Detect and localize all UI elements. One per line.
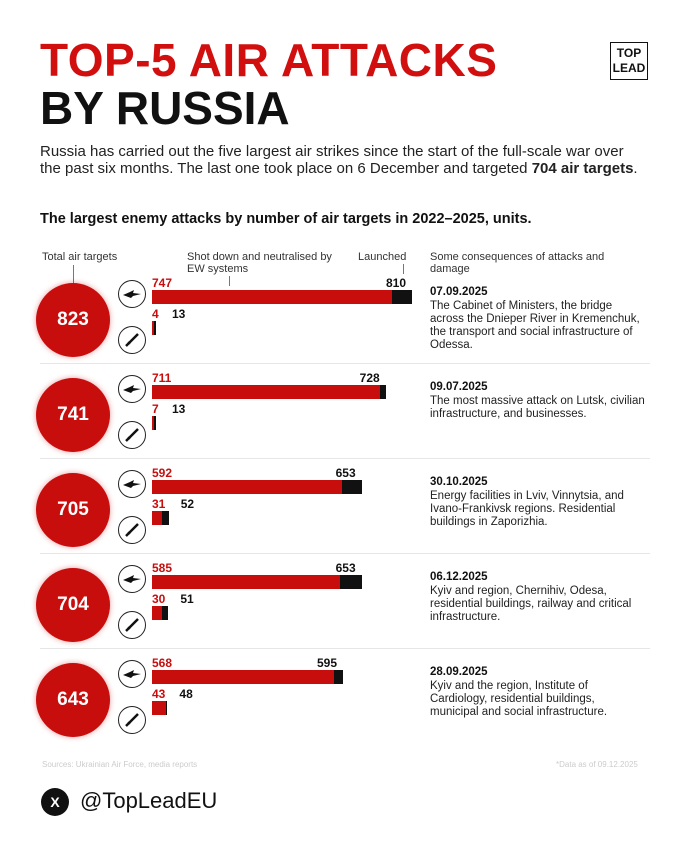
missiles-shot-bar	[152, 321, 154, 335]
missiles-shot-label: 43	[152, 687, 166, 701]
missiles-shot-label: 4	[152, 307, 159, 321]
attack-row: 704 585 653 30 51 06.12.2025 Kyiv and re…	[0, 561, 690, 656]
drones-launched-label: 810	[386, 276, 407, 290]
drone-icon	[118, 470, 146, 498]
title-line-2: BY RUSSIA	[40, 82, 290, 134]
drones-launched-label: 595	[316, 656, 338, 670]
attack-date: 09.07.2025	[430, 381, 488, 393]
drones-shot-label: 568	[152, 656, 173, 670]
logo-line-1: TOP	[616, 46, 642, 60]
drones-launched-label: 653	[335, 561, 356, 575]
missiles-shot-bar	[152, 606, 162, 620]
sources-note: Sources: Ukrainian Air Force, media repo…	[42, 760, 198, 769]
title-line-1: TOP-5 AIR ATTACKS	[40, 34, 498, 86]
intro-before: Russia has carried out the five largest …	[40, 143, 624, 177]
attack-consequences: The Cabinet of Ministers, the bridge acr…	[430, 300, 640, 351]
missiles-shot-bar	[152, 701, 166, 715]
drones-shot-bar	[152, 480, 343, 494]
drones-shot-bar	[152, 670, 335, 684]
row-divider	[40, 458, 650, 459]
drones-shot-bar	[152, 385, 381, 399]
drones-shot-label: 585	[152, 561, 173, 575]
total-circle: 741	[36, 378, 110, 452]
drones-shot-label: 592	[152, 466, 173, 480]
missile-icon	[118, 706, 146, 734]
missiles-shot-bar	[152, 416, 155, 430]
intro-bold: 704 air targets	[531, 160, 634, 177]
missiles-shot-label: 31	[152, 497, 166, 511]
attack-consequences: Kyiv and region, Chernihiv, Odesa, resid…	[430, 585, 632, 623]
total-circle: 823	[36, 283, 110, 357]
missile-icon	[118, 611, 146, 639]
header-shot: Shot down and neutralised by EW systems	[187, 251, 332, 275]
missiles-launched-label: 13	[172, 307, 186, 321]
missiles-shot-bar	[152, 511, 162, 525]
total-circle: 704	[36, 568, 110, 642]
attack-date: 07.09.2025	[430, 286, 488, 298]
attack-consequences: Energy facilities in Lviv, Vinnytsia, an…	[430, 490, 624, 528]
header-launched: Launched	[358, 251, 407, 263]
attack-row: 741 711 728 7 13 09.07.2025 The most mas…	[0, 371, 690, 466]
header-total: Total air targets	[42, 251, 118, 263]
attack-row: 643 568 595 43 48 28.09.2025 Kyiv and th…	[0, 656, 690, 751]
drones-shot-label: 711	[152, 371, 172, 385]
total-circle: 643	[36, 663, 110, 737]
logo-line-2: LEAD	[612, 61, 646, 75]
data-date-note: *Data as of 09.12.2025	[556, 760, 638, 769]
top-lead-logo: TOP LEAD	[610, 42, 648, 80]
missile-icon	[118, 516, 146, 544]
missile-icon	[118, 421, 146, 449]
attack-row: 705 592 653 31 52 30.10.2025 Energy faci…	[0, 466, 690, 561]
drones-shot-label: 747	[152, 276, 173, 290]
chart-title: The largest enemy attacks by number of a…	[40, 211, 532, 227]
drones-shot-bar	[152, 575, 340, 589]
total-circle: 705	[36, 473, 110, 547]
missiles-launched-label: 52	[180, 497, 195, 511]
drone-icon	[118, 375, 146, 403]
attack-consequences: The most massive attack on Lutsk, civili…	[430, 395, 645, 420]
header-consequences: Some consequences of attacks and damage	[430, 251, 605, 275]
x-logo-icon: X	[41, 788, 69, 816]
attack-date: 28.09.2025	[430, 666, 488, 678]
row-divider	[40, 363, 650, 364]
intro-after: .	[633, 160, 638, 177]
missiles-launched-label: 48	[179, 687, 193, 701]
missiles-launched-label: 51	[180, 592, 194, 606]
missile-icon	[118, 326, 146, 354]
attack-row: 823 747 810 4 13 07.09.2025 The Cabinet …	[0, 276, 690, 371]
drones-launched-label: 728	[359, 371, 380, 385]
missiles-shot-label: 7	[152, 402, 159, 416]
drones-launched-label: 653	[335, 466, 356, 480]
row-divider	[40, 648, 650, 649]
attack-date: 06.12.2025	[430, 571, 488, 583]
intro-text: Russia has carried out the five largest …	[40, 143, 640, 177]
attack-consequences: Kyiv and the region, Institute of Cardio…	[430, 680, 608, 718]
drone-icon	[118, 660, 146, 688]
social-handle[interactable]: @TopLeadEU	[80, 788, 218, 813]
missiles-launched-label: 13	[172, 402, 186, 416]
missiles-shot-label: 30	[152, 592, 166, 606]
row-divider	[40, 553, 650, 554]
drone-icon	[118, 280, 146, 308]
drone-icon	[118, 565, 146, 593]
drones-shot-bar	[152, 290, 392, 304]
missiles-launched-bar	[152, 321, 157, 335]
attack-date: 30.10.2025	[430, 476, 488, 488]
